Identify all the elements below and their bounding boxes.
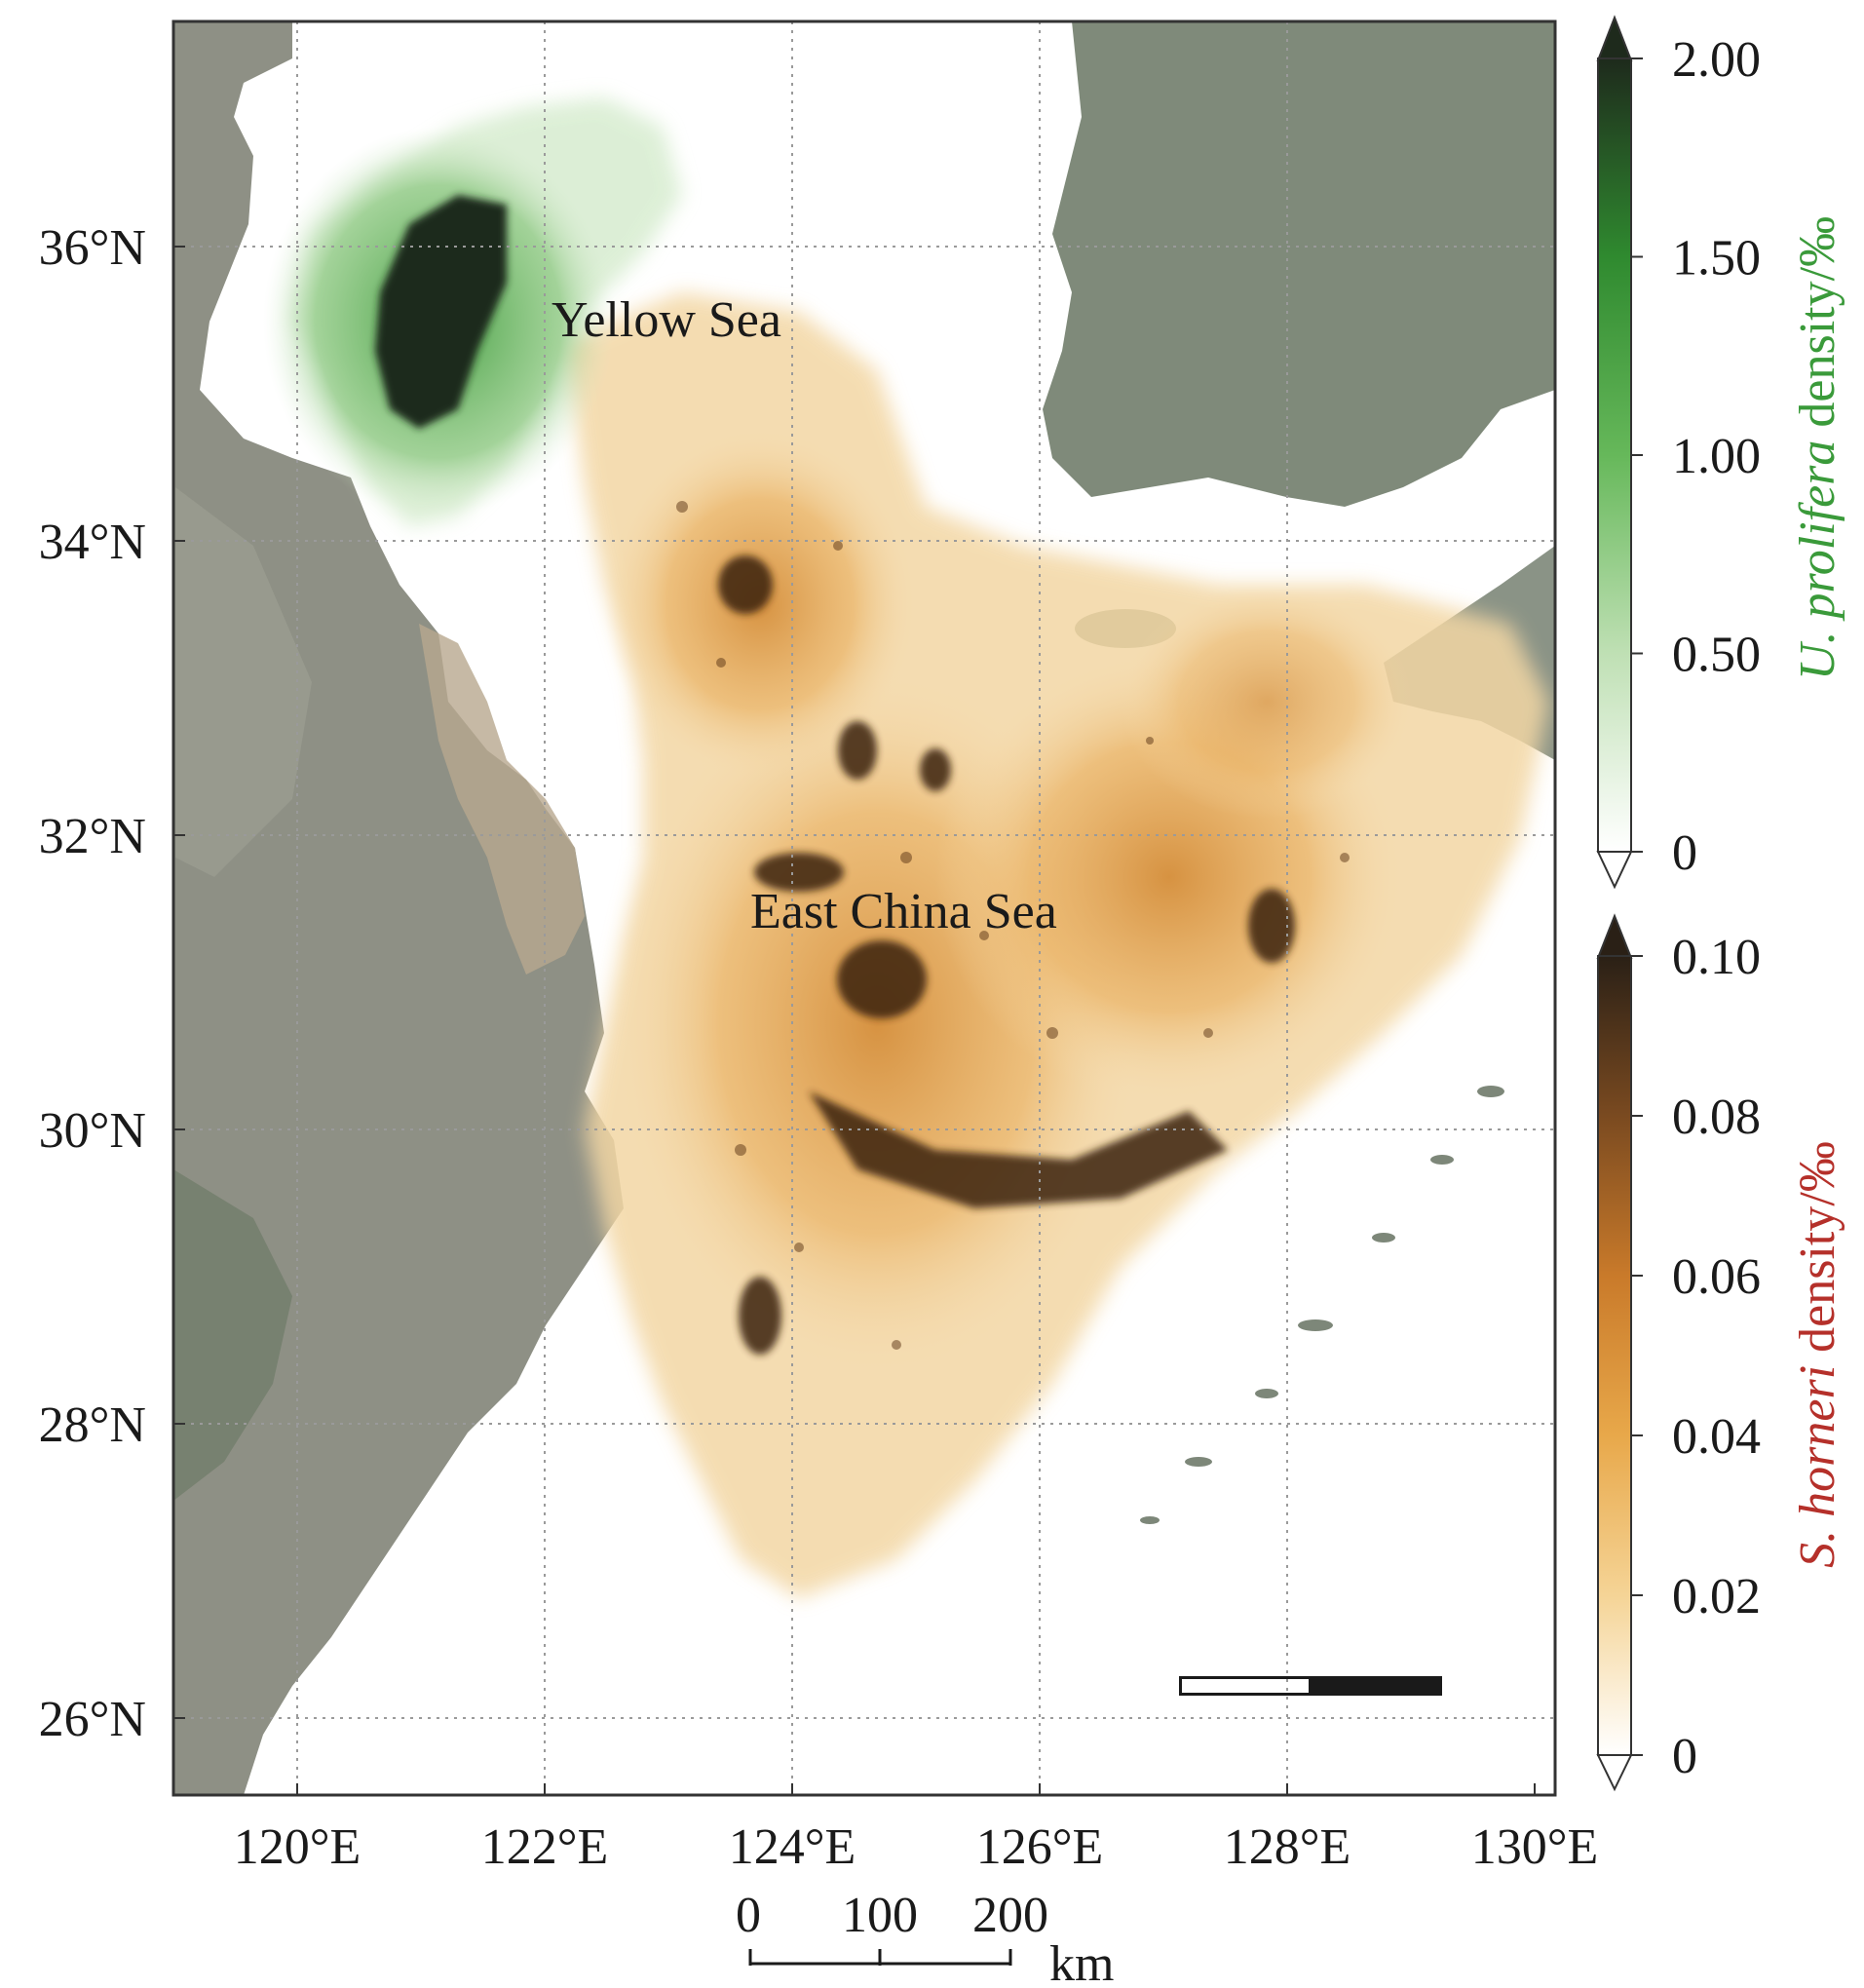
colorbar-tick-label: 0.04 (1672, 1409, 1761, 1465)
map-scalebar-white (1182, 1679, 1309, 1693)
u-prolifera-title-units: density/‰ (1790, 216, 1845, 440)
scale-bar-label-200: 200 (972, 1888, 1048, 1943)
colorbar-tick-label: 0.02 (1672, 1569, 1761, 1625)
scale-bar: 0 100 200 km (736, 1888, 1114, 1988)
latitude-ticks: 36°N 34°N 32°N 30°N 28°N 26°N (39, 220, 185, 1747)
lon-tick-label: 122°E (481, 1819, 609, 1875)
scale-bar-label-0: 0 (736, 1888, 761, 1943)
map-area: Yellow Sea East China Sea (173, 21, 1555, 1795)
lat-tick-label: 32°N (39, 809, 146, 864)
lat-tick-label: 34°N (39, 515, 146, 570)
yellow-sea-label: Yellow Sea (552, 292, 781, 348)
longitude-ticks: 120°E 122°E 124°E 126°E 128°E 130°E (234, 1783, 1599, 1875)
s-horneri-colorbar: 0.10 0.08 0.06 0.04 0.02 0 S. horneri density… (1596, 913, 1845, 1792)
colorbar-tick-label: 0 (1672, 825, 1697, 881)
colorbar-tick-label: 2.00 (1672, 32, 1761, 88)
s-horneri-colorbar-title: S. horneri density/‰ (1790, 1141, 1845, 1568)
scale-bar-unit: km (1049, 1936, 1114, 1988)
lon-tick-label: 130°E (1471, 1819, 1599, 1875)
lon-tick-label: 128°E (1224, 1819, 1351, 1875)
land-shading-north (175, 487, 312, 877)
s-horneri-species-name: S. horneri (1790, 1365, 1845, 1568)
korean-peninsula (1043, 21, 1555, 507)
colorbar-tick-label: 0 (1672, 1729, 1697, 1784)
china-mainland (173, 21, 624, 1795)
land-shading-south (173, 1169, 292, 1501)
u-prolifera-colorbar: 2.00 1.50 1.00 0.50 0 U. prolifera density/‰ (1596, 15, 1845, 890)
lat-tick-label: 26°N (39, 1692, 146, 1747)
colorbar-tick-label: 1.00 (1672, 429, 1761, 484)
colorbar-tick-label: 0.06 (1672, 1249, 1761, 1305)
map-frame (171, 19, 1557, 1797)
u-prolifera-species-name: U. prolifera (1790, 440, 1845, 681)
lon-tick-label: 124°E (729, 1819, 856, 1875)
s-horneri-colorbar-top-arrow (1596, 913, 1633, 959)
lat-tick-label: 30°N (39, 1103, 146, 1159)
lon-tick-label: 126°E (976, 1819, 1104, 1875)
ryukyu-islands (1140, 1086, 1504, 1524)
colorbar-tick-label: 1.50 (1672, 231, 1761, 287)
u-prolifera-distribution (263, 97, 682, 526)
s-horneri-title-units: density/‰ (1790, 1141, 1845, 1365)
u-prolifera-colorbar-title: U. prolifera density/‰ (1790, 216, 1845, 680)
s-horneri-colorbar-bottom-arrow (1596, 1754, 1633, 1792)
east-china-sea-label: East China Sea (750, 884, 1057, 939)
lon-tick-label: 120°E (234, 1819, 361, 1875)
lat-tick-label: 28°N (39, 1397, 146, 1453)
u-prolifera-colorbar-bottom-arrow (1596, 851, 1633, 890)
colorbar-tick-label: 0.50 (1672, 628, 1761, 683)
u-prolifera-colorbar-top-arrow (1596, 15, 1633, 61)
colorbar-tick-label: 0.10 (1672, 930, 1761, 985)
gridlines (173, 21, 1555, 1795)
lat-tick-label: 36°N (39, 220, 146, 276)
s-horneri-distribution (565, 292, 1549, 1598)
river-plume (419, 624, 585, 975)
s-horneri-colorbar-bar (1597, 955, 1632, 1756)
u-prolifera-colorbar-bar (1597, 57, 1632, 853)
colorbar-tick-label: 0.08 (1672, 1090, 1761, 1145)
scale-bar-label-100: 100 (842, 1888, 918, 1943)
